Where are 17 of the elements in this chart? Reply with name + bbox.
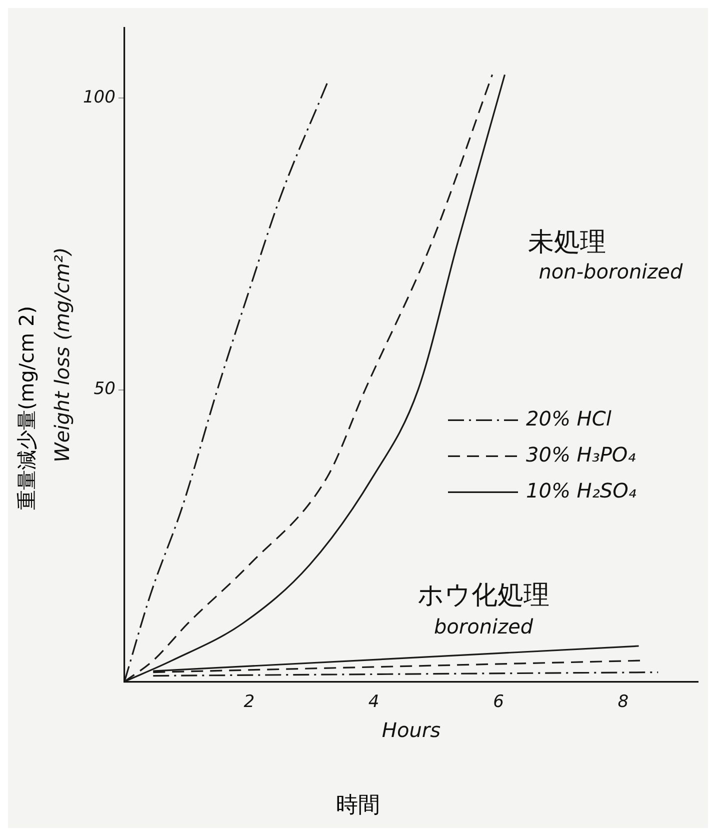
x-tick-label: 8 <box>618 692 629 712</box>
x-axis-title: Hours <box>382 718 441 742</box>
text: 時間 <box>335 792 381 820</box>
text: 重量減少量(mg/cm 2) <box>14 306 40 510</box>
y-tick-label: 50 <box>94 379 116 400</box>
x-tick-label: 6 <box>493 692 504 712</box>
annotation: non-boronized <box>538 259 683 284</box>
annotation: boronized <box>434 614 534 639</box>
y-tick-label: 100 <box>82 87 116 108</box>
legend-label: 20% HCl <box>526 406 612 430</box>
x-tick-label: 4 <box>368 692 380 712</box>
legend-label: 30% H₃PO₄ <box>526 442 636 466</box>
annotation: ホウ化処理 <box>418 580 550 611</box>
x-tick-label: 2 <box>244 692 255 712</box>
legend-label: 10% H₂SO₄ <box>526 478 636 502</box>
y-axis-title: Weight loss (mg/cm²) <box>50 247 74 462</box>
annotation: 未処理 <box>528 228 606 258</box>
